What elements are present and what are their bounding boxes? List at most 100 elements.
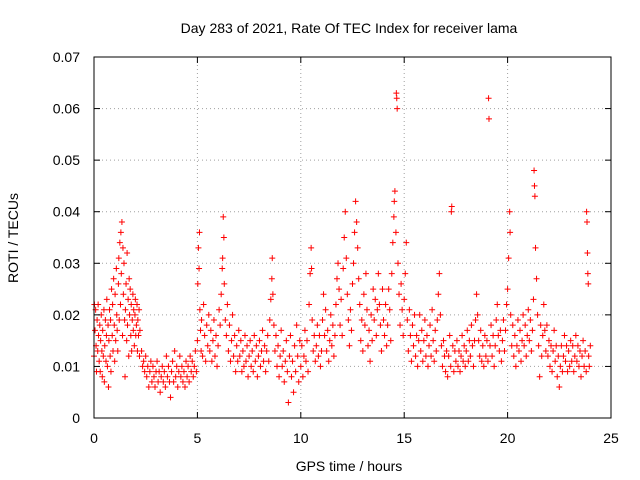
data-point: [236, 353, 243, 360]
data-point: [368, 311, 375, 318]
data-point: [480, 363, 487, 370]
data-point: [113, 265, 120, 272]
data-point: [283, 337, 290, 344]
y-tick-labels: 0 0.01 0.02 0.03 0.04 0.05 0.06 0.07: [53, 49, 80, 426]
data-point: [542, 347, 549, 354]
data-point: [224, 301, 231, 308]
data-point: [582, 347, 589, 354]
data-point: [517, 327, 524, 334]
data-point: [144, 363, 151, 370]
data-point: [232, 368, 239, 375]
data-point: [167, 394, 174, 401]
data-point: [340, 265, 347, 272]
data-point: [222, 317, 229, 324]
data-point: [478, 358, 485, 365]
data-point: [563, 342, 570, 349]
data-point: [347, 306, 354, 313]
data-point: [251, 332, 258, 339]
data-point: [265, 358, 272, 365]
data-point: [238, 368, 245, 375]
data-point: [133, 322, 140, 329]
data-point: [427, 322, 434, 329]
data-point: [579, 353, 586, 360]
data-point: [95, 332, 102, 339]
data-point: [408, 358, 415, 365]
data-point: [360, 291, 367, 298]
y-tick-label: 0.07: [53, 49, 80, 65]
data-point: [297, 363, 304, 370]
data-point: [401, 296, 408, 303]
data-point: [227, 358, 234, 365]
data-point: [365, 342, 372, 349]
data-point: [94, 317, 101, 324]
data-point: [310, 347, 317, 354]
data-point: [279, 363, 286, 370]
data-point: [393, 90, 400, 97]
data-point: [498, 358, 505, 365]
data-point: [375, 270, 382, 277]
data-point: [179, 378, 186, 385]
data-point: [508, 342, 515, 349]
data-point: [176, 353, 183, 360]
data-point: [97, 368, 104, 375]
data-point: [280, 347, 287, 354]
data-point: [100, 353, 107, 360]
data-point: [574, 342, 581, 349]
data-point: [373, 332, 380, 339]
data-point: [130, 306, 137, 313]
data-point: [383, 342, 390, 349]
data-point: [99, 373, 106, 380]
data-point: [325, 358, 332, 365]
data-point: [169, 358, 176, 365]
data-point: [141, 368, 148, 375]
data-point: [518, 358, 525, 365]
data-point: [316, 332, 323, 339]
data-point: [189, 358, 196, 365]
data-point: [96, 358, 103, 365]
data-point: [578, 373, 585, 380]
data-point: [241, 332, 248, 339]
data-point: [239, 347, 246, 354]
data-point: [467, 353, 474, 360]
data-point: [247, 337, 254, 344]
data-point: [101, 378, 108, 385]
data-point: [177, 373, 184, 380]
data-point: [98, 347, 105, 354]
data-point: [520, 311, 527, 318]
y-tick-label: 0.05: [53, 152, 80, 168]
data-point: [125, 296, 132, 303]
data-point: [254, 373, 261, 380]
data-point: [178, 363, 185, 370]
data-point: [420, 337, 427, 344]
data-point: [188, 368, 195, 375]
data-point: [586, 363, 593, 370]
data-point: [202, 358, 209, 365]
data-point: [492, 342, 499, 349]
data-point: [101, 342, 108, 349]
data-point: [103, 332, 110, 339]
data-point: [116, 317, 123, 324]
y-tick-label: 0.01: [53, 358, 80, 374]
data-point: [562, 358, 569, 365]
data-point: [412, 353, 419, 360]
data-point: [268, 275, 275, 282]
data-point: [154, 358, 161, 365]
data-point: [105, 322, 112, 329]
data-point: [327, 311, 334, 318]
data-point: [485, 115, 492, 122]
data-point: [531, 193, 538, 200]
data-point: [158, 373, 165, 380]
data-point: [338, 296, 345, 303]
data-point: [217, 322, 224, 329]
data-points: [91, 90, 594, 406]
data-point: [348, 327, 355, 334]
data-point: [344, 291, 351, 298]
data-point: [277, 353, 284, 360]
data-point: [156, 368, 163, 375]
data-point: [196, 229, 203, 236]
data-point: [313, 342, 320, 349]
data-point: [115, 255, 122, 262]
data-point: [584, 219, 591, 226]
data-point: [370, 286, 377, 293]
data-point: [120, 291, 127, 298]
